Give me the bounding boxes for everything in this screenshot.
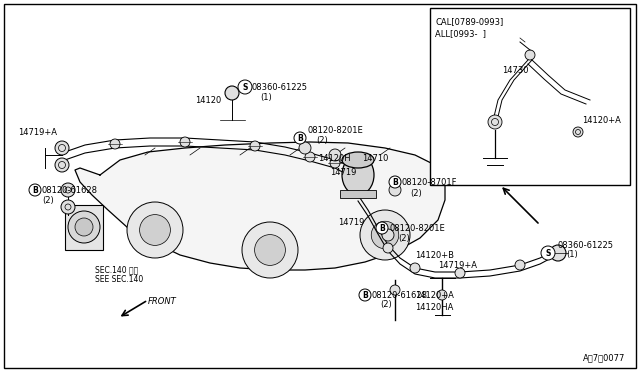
Circle shape bbox=[180, 137, 190, 147]
Bar bbox=[65, 205, 103, 250]
Circle shape bbox=[389, 176, 401, 188]
Text: 14120+A: 14120+A bbox=[415, 291, 454, 299]
Ellipse shape bbox=[342, 155, 374, 195]
Circle shape bbox=[110, 139, 120, 149]
Text: B: B bbox=[379, 224, 385, 232]
Text: FRONT: FRONT bbox=[148, 298, 177, 307]
Text: (2): (2) bbox=[398, 234, 410, 243]
Circle shape bbox=[61, 183, 75, 197]
Circle shape bbox=[525, 50, 535, 60]
Circle shape bbox=[383, 243, 393, 253]
Text: 14120H: 14120H bbox=[318, 154, 351, 163]
Circle shape bbox=[225, 86, 239, 100]
Circle shape bbox=[238, 80, 252, 94]
Text: SEC.140 参照: SEC.140 参照 bbox=[95, 266, 138, 275]
Circle shape bbox=[299, 142, 311, 154]
Bar bbox=[430, 8, 630, 185]
Circle shape bbox=[455, 268, 465, 278]
Circle shape bbox=[359, 289, 371, 301]
Circle shape bbox=[242, 222, 298, 278]
Text: 14730: 14730 bbox=[502, 65, 529, 74]
Text: (2): (2) bbox=[410, 189, 422, 198]
Circle shape bbox=[140, 215, 170, 246]
Text: 14120+A: 14120+A bbox=[582, 115, 621, 125]
Circle shape bbox=[250, 141, 260, 151]
Text: S: S bbox=[243, 83, 248, 92]
Text: 08120-8201E: 08120-8201E bbox=[390, 224, 445, 232]
Text: 08120-8701F: 08120-8701F bbox=[402, 177, 458, 186]
Text: 14719: 14719 bbox=[338, 218, 364, 227]
Text: S: S bbox=[545, 248, 550, 257]
Text: (2): (2) bbox=[380, 301, 392, 310]
Text: B: B bbox=[362, 291, 368, 299]
Circle shape bbox=[255, 235, 285, 265]
Polygon shape bbox=[75, 142, 445, 270]
Text: 08360-61225: 08360-61225 bbox=[558, 241, 614, 250]
Circle shape bbox=[305, 152, 315, 162]
Text: (1): (1) bbox=[566, 250, 578, 260]
Circle shape bbox=[29, 184, 41, 196]
Text: 14719+A: 14719+A bbox=[438, 260, 477, 269]
Text: 14120+B: 14120+B bbox=[415, 250, 454, 260]
Text: A・7：0077: A・7：0077 bbox=[582, 353, 625, 362]
Circle shape bbox=[360, 210, 410, 260]
Circle shape bbox=[55, 158, 69, 172]
Circle shape bbox=[389, 184, 401, 196]
Text: B: B bbox=[297, 134, 303, 142]
Text: 14120: 14120 bbox=[195, 96, 221, 105]
Text: 08120-61628: 08120-61628 bbox=[372, 291, 428, 299]
Text: 14719+A: 14719+A bbox=[18, 128, 57, 137]
Text: ALL[0993-  ]: ALL[0993- ] bbox=[435, 29, 486, 38]
Text: 14120HA: 14120HA bbox=[415, 304, 453, 312]
Circle shape bbox=[329, 149, 341, 161]
Circle shape bbox=[410, 263, 420, 273]
Circle shape bbox=[61, 200, 75, 214]
Circle shape bbox=[515, 260, 525, 270]
Bar bbox=[340, 190, 376, 198]
Circle shape bbox=[75, 218, 93, 236]
Ellipse shape bbox=[342, 152, 374, 168]
Text: B: B bbox=[392, 177, 398, 186]
Text: 14719: 14719 bbox=[330, 167, 356, 176]
Text: SEE SEC.140: SEE SEC.140 bbox=[95, 276, 143, 285]
Circle shape bbox=[488, 115, 502, 129]
Circle shape bbox=[371, 221, 399, 249]
Text: (1): (1) bbox=[260, 93, 272, 102]
Text: 14710: 14710 bbox=[362, 154, 388, 163]
Text: 08120-61628: 08120-61628 bbox=[42, 186, 98, 195]
Text: 08360-61225: 08360-61225 bbox=[252, 83, 308, 92]
Circle shape bbox=[382, 229, 394, 241]
Circle shape bbox=[573, 127, 583, 137]
Text: B: B bbox=[32, 186, 38, 195]
Circle shape bbox=[376, 222, 388, 234]
Circle shape bbox=[330, 158, 340, 168]
Circle shape bbox=[68, 211, 100, 243]
Text: (2): (2) bbox=[316, 135, 328, 144]
Circle shape bbox=[127, 202, 183, 258]
Circle shape bbox=[437, 290, 447, 300]
Circle shape bbox=[541, 246, 555, 260]
Text: CAL[0789-0993]: CAL[0789-0993] bbox=[435, 17, 503, 26]
Circle shape bbox=[390, 285, 400, 295]
Text: (2): (2) bbox=[42, 196, 54, 205]
Text: 08120-8201E: 08120-8201E bbox=[308, 125, 364, 135]
Circle shape bbox=[294, 132, 306, 144]
Circle shape bbox=[550, 245, 566, 261]
Circle shape bbox=[55, 141, 69, 155]
